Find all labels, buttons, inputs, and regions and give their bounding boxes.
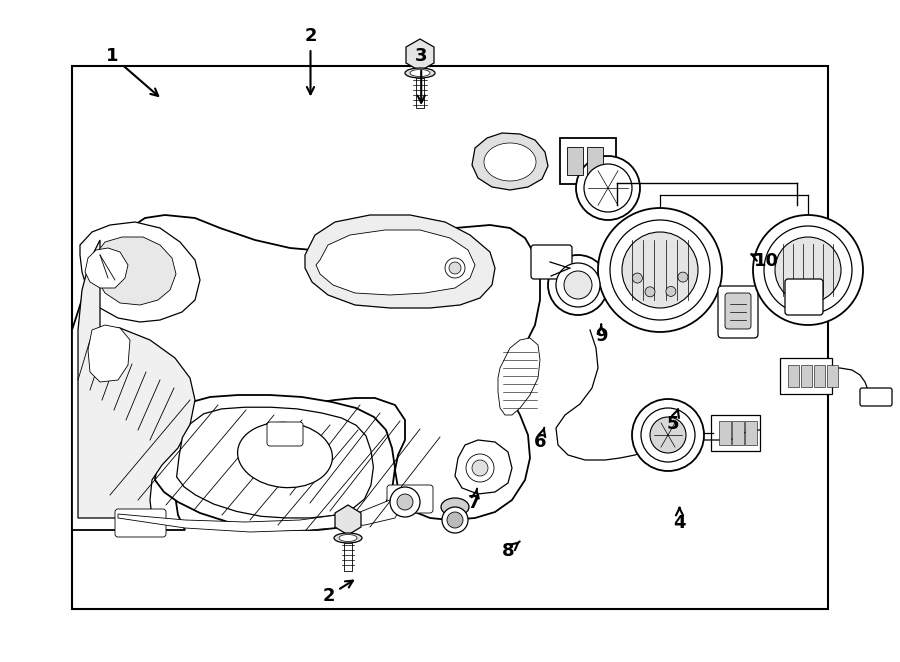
Polygon shape: [335, 505, 361, 535]
Circle shape: [548, 255, 608, 315]
Ellipse shape: [410, 70, 430, 77]
Circle shape: [472, 460, 488, 476]
Polygon shape: [85, 248, 128, 288]
FancyBboxPatch shape: [725, 293, 751, 329]
FancyBboxPatch shape: [732, 421, 744, 445]
Polygon shape: [95, 237, 176, 305]
Polygon shape: [305, 215, 495, 308]
Ellipse shape: [339, 534, 357, 542]
Circle shape: [598, 208, 722, 332]
FancyBboxPatch shape: [531, 245, 572, 279]
FancyBboxPatch shape: [785, 279, 823, 315]
FancyBboxPatch shape: [115, 509, 166, 537]
FancyBboxPatch shape: [587, 147, 603, 175]
Circle shape: [390, 487, 420, 517]
Circle shape: [764, 226, 852, 314]
FancyBboxPatch shape: [267, 422, 303, 446]
FancyBboxPatch shape: [711, 415, 760, 451]
Circle shape: [576, 156, 640, 220]
Polygon shape: [78, 240, 195, 518]
Circle shape: [610, 220, 710, 320]
Circle shape: [449, 262, 461, 274]
Text: 6: 6: [534, 428, 546, 451]
FancyBboxPatch shape: [780, 358, 832, 394]
FancyBboxPatch shape: [801, 365, 812, 387]
Polygon shape: [88, 325, 130, 382]
FancyBboxPatch shape: [860, 388, 892, 406]
FancyBboxPatch shape: [719, 421, 731, 445]
Text: 2: 2: [304, 27, 317, 94]
Circle shape: [641, 408, 695, 462]
Polygon shape: [316, 230, 475, 295]
Circle shape: [633, 273, 643, 283]
Ellipse shape: [334, 533, 362, 543]
Circle shape: [666, 287, 676, 297]
Polygon shape: [155, 395, 395, 530]
Circle shape: [650, 417, 686, 453]
Bar: [72, 66, 828, 609]
Text: 8: 8: [502, 542, 519, 560]
Polygon shape: [455, 440, 512, 494]
Circle shape: [753, 215, 863, 325]
Circle shape: [678, 272, 688, 282]
Polygon shape: [80, 222, 200, 322]
Polygon shape: [176, 407, 374, 518]
Polygon shape: [498, 338, 540, 415]
FancyBboxPatch shape: [788, 365, 799, 387]
Circle shape: [622, 232, 698, 308]
Ellipse shape: [484, 143, 536, 181]
FancyBboxPatch shape: [344, 543, 352, 571]
Circle shape: [556, 263, 600, 307]
Polygon shape: [472, 133, 548, 190]
Text: 9: 9: [595, 324, 608, 346]
Ellipse shape: [238, 422, 332, 488]
Circle shape: [564, 271, 592, 299]
Text: 1: 1: [106, 47, 158, 96]
Text: 7: 7: [468, 489, 481, 512]
Circle shape: [445, 258, 465, 278]
Text: 5: 5: [667, 409, 680, 433]
Circle shape: [584, 164, 632, 212]
FancyBboxPatch shape: [745, 421, 757, 445]
FancyBboxPatch shape: [387, 485, 433, 513]
Circle shape: [447, 512, 463, 528]
Circle shape: [632, 399, 704, 471]
Circle shape: [775, 237, 841, 303]
Circle shape: [397, 494, 413, 510]
Polygon shape: [118, 488, 405, 532]
Text: 3: 3: [415, 47, 428, 103]
Text: 4: 4: [673, 508, 686, 532]
Text: 10: 10: [752, 252, 779, 271]
FancyBboxPatch shape: [567, 147, 583, 175]
Circle shape: [466, 454, 494, 482]
Circle shape: [442, 507, 468, 533]
Text: 2: 2: [322, 581, 353, 605]
Polygon shape: [72, 215, 540, 530]
Polygon shape: [406, 39, 434, 71]
FancyBboxPatch shape: [814, 365, 825, 387]
FancyBboxPatch shape: [827, 365, 838, 387]
Circle shape: [645, 287, 655, 297]
FancyBboxPatch shape: [416, 78, 424, 108]
Ellipse shape: [441, 498, 469, 516]
FancyBboxPatch shape: [560, 138, 616, 184]
Ellipse shape: [405, 68, 435, 78]
FancyBboxPatch shape: [718, 286, 758, 338]
